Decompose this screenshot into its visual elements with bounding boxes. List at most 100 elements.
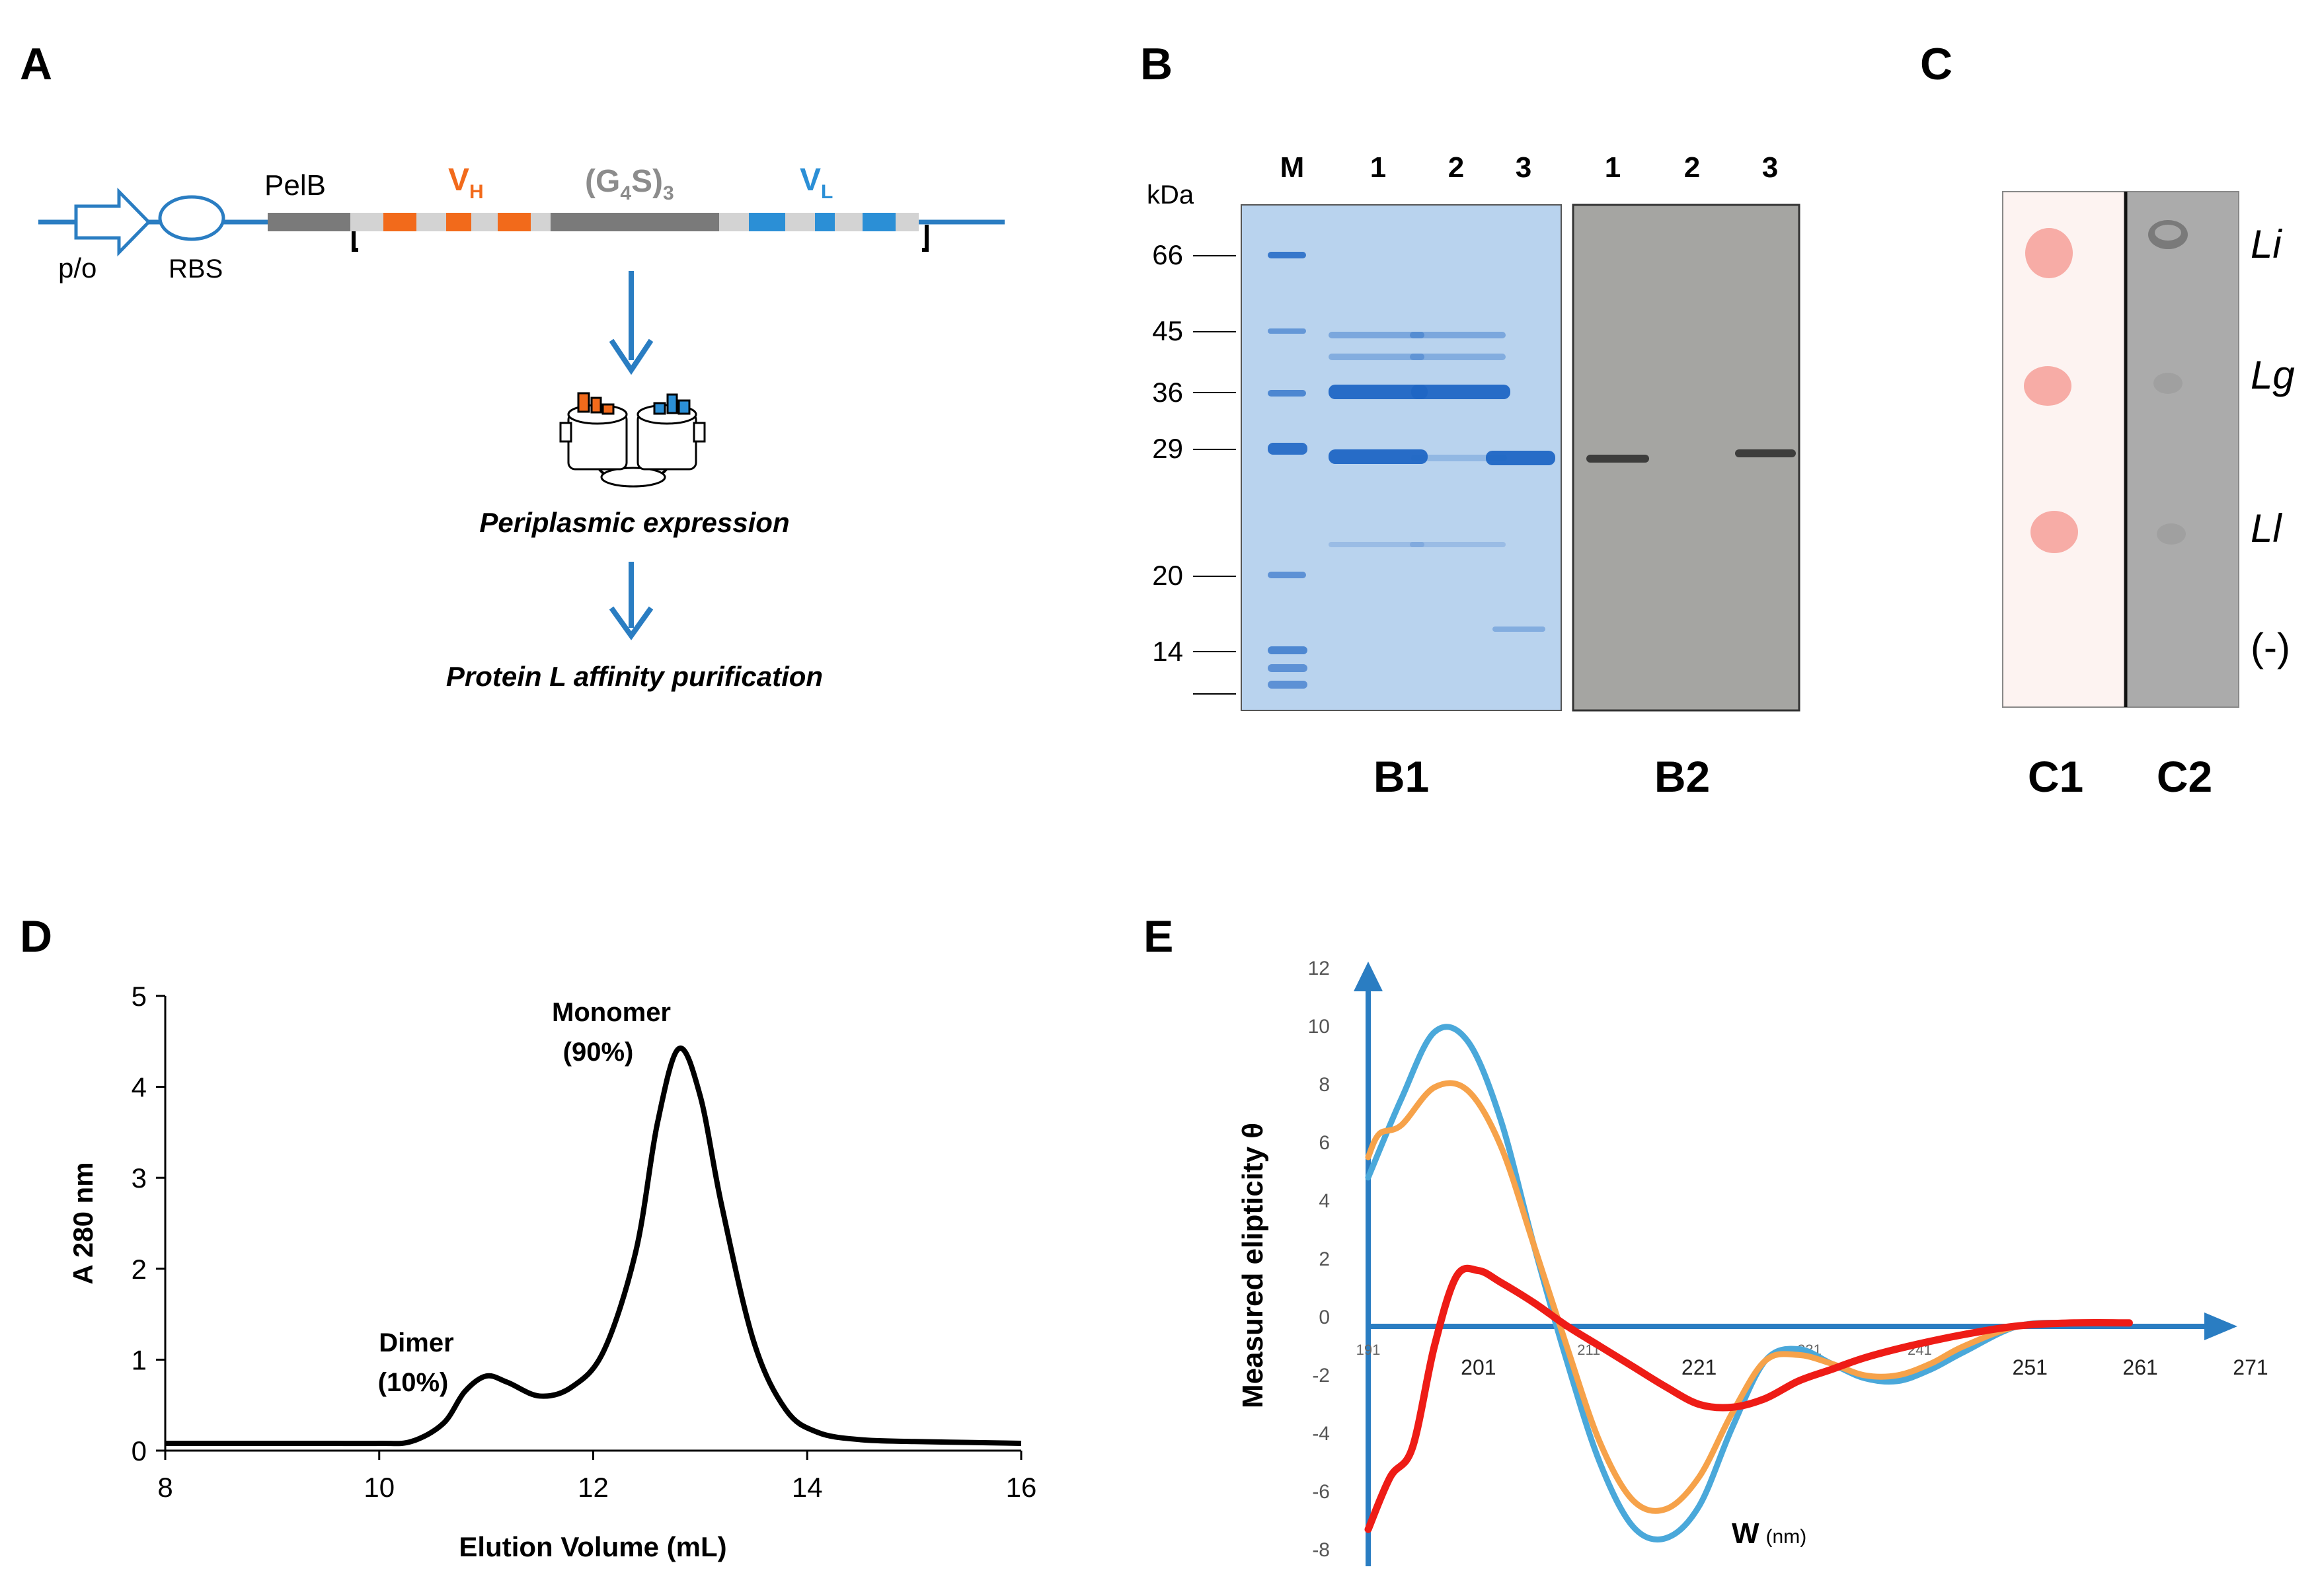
e-x-tick-label: 251 <box>2013 1355 2048 1379</box>
e-x-tick-label: 191 <box>1356 1342 1381 1358</box>
e-x-axis-label: W (nm) <box>1732 1517 1806 1550</box>
e-y-tick-label: 6 <box>1319 1132 1330 1154</box>
e-y-ticks: 12 10 8 6 4 2 0 -2 -4 -6 -8 <box>1308 958 1330 1561</box>
d-y-tick-label: 1 <box>132 1344 147 1375</box>
monomer-pct-label: (90%) <box>563 1038 634 1067</box>
e-series-blue-line <box>1365 1024 2132 1542</box>
e-y-tick-label: -6 <box>1312 1481 1330 1503</box>
c2-spots <box>2148 220 2188 545</box>
e-y-tick-label: 2 <box>1319 1248 1330 1270</box>
step-periplasmic-expression: Periplasmic expression <box>479 507 789 538</box>
panel-e-letter: E <box>1143 911 1173 962</box>
arrow-down-icon-1 <box>609 271 654 375</box>
rbs-ellipse-icon <box>158 195 225 241</box>
marker-29: 29 <box>1152 433 1183 464</box>
d-x-tick-label: 14 <box>792 1472 823 1503</box>
e-y-tick-label: 10 <box>1308 1016 1330 1038</box>
panel-b-letter: B <box>1140 39 1173 89</box>
rbs-label: RBS <box>169 254 223 284</box>
spacer-block-2 <box>416 213 446 231</box>
spot-label-ll: Ll <box>2251 506 2282 551</box>
stop-tick <box>922 225 929 252</box>
arrow-down-icon-2 <box>609 562 654 640</box>
kda-label: kDa <box>1147 180 1194 209</box>
sub-label-c1: C1 <box>2028 752 2083 801</box>
e-axes <box>1366 978 2211 1566</box>
panel-b: B kDa 66 45 36 29 20 14 M 1 2 3 1 2 3 <box>1140 39 1800 801</box>
spacer-block-1 <box>350 213 383 231</box>
d-x-tick-label: 8 <box>157 1472 173 1503</box>
lane-label-b1-3: 3 <box>1516 151 1531 184</box>
panel-d-letter: D <box>20 911 52 962</box>
e-y-arrowhead-icon <box>1354 962 1383 991</box>
dot-blot-membrane-c2 <box>2126 191 2239 708</box>
dimer-pct-label: (10%) <box>378 1368 449 1397</box>
e-series-orange-line <box>1365 1080 2132 1514</box>
e-y-tick-label: -2 <box>1312 1365 1330 1387</box>
spacer-block-8 <box>896 213 919 231</box>
vl-label: VL <box>800 163 833 203</box>
panel-c-letter: C <box>1920 39 1952 89</box>
panel-a-letter: A <box>20 39 52 89</box>
d-y-tick-label: 2 <box>132 1254 147 1285</box>
start-tick <box>352 231 358 252</box>
e-y-tick-label: 0 <box>1319 1307 1330 1328</box>
e-y-tick-label: 12 <box>1308 958 1330 979</box>
e-y-tick-label: -8 <box>1312 1539 1330 1561</box>
spacer-block-6 <box>785 213 815 231</box>
marker-14: 14 <box>1152 636 1183 667</box>
vh-block-2 <box>446 213 471 231</box>
vh-block-3 <box>498 213 531 231</box>
gel-bands <box>1268 252 1555 689</box>
dimer-label: Dimer <box>379 1328 453 1357</box>
d-y-tick-label: 4 <box>132 1072 147 1103</box>
d-y-ticks: 0 1 2 3 4 5 <box>132 981 165 1466</box>
pelb-block <box>268 213 350 231</box>
e-x-arrowhead-icon <box>2204 1312 2237 1340</box>
d-x-ticks: 8 10 12 14 16 <box>157 1451 1036 1503</box>
spacer-block-4 <box>531 213 551 231</box>
protein-scfv-icon <box>559 392 706 488</box>
d-x-axis-label: Elution Volume (mL) <box>459 1531 726 1562</box>
marker-45: 45 <box>1152 315 1183 346</box>
promoter-label: p/o <box>58 252 97 284</box>
marker-ticks <box>1193 255 1236 695</box>
e-y-tick-label: 8 <box>1319 1074 1330 1096</box>
sub-label-b2: B2 <box>1654 752 1710 801</box>
d-x-tick-label: 12 <box>578 1472 609 1503</box>
promoter-arrow-icon <box>74 187 151 257</box>
monomer-label: Monomer <box>552 998 671 1027</box>
d-y-axis-label: A 280 nm <box>67 1162 98 1284</box>
e-y-axis-label: Measured elipticity θ <box>1237 1123 1269 1408</box>
e-x-tick-label: 261 <box>2122 1355 2157 1379</box>
d-series-line <box>165 1045 1022 1447</box>
d-y-tick-label: 5 <box>132 981 147 1012</box>
c1-spots <box>2024 228 2078 553</box>
lane-label-b2-3: 3 <box>1762 151 1778 184</box>
e-x-tick-label: 201 <box>1461 1355 1496 1379</box>
lane-label-m: M <box>1280 151 1305 184</box>
vl-block-1 <box>749 213 785 231</box>
marker-36: 36 <box>1152 377 1183 408</box>
spot-label-lg: Lg <box>2251 353 2295 397</box>
pelb-label: PelB <box>264 169 326 202</box>
vl-block-2 <box>815 213 835 231</box>
spot-label-negative: (-) <box>2251 625 2290 669</box>
spacer-block-7 <box>835 213 863 231</box>
d-x-tick-label: 10 <box>364 1472 395 1503</box>
d-y-tick-label: 0 <box>132 1435 147 1466</box>
panel-a: A p/o RBS PelB VH (G4S)3 VL <box>20 39 1005 692</box>
spot-label-li: Li <box>2251 222 2282 266</box>
marker-66: 66 <box>1152 239 1183 270</box>
sub-label-b1: B1 <box>1373 752 1429 801</box>
vh-label: VH <box>448 163 484 203</box>
linker-block <box>551 213 719 231</box>
dot-blot-membrane-c1 <box>2002 191 2126 708</box>
e-x-tick-label: 221 <box>1681 1355 1717 1379</box>
spacer-block-5 <box>719 213 749 231</box>
d-x-tick-label: 16 <box>1006 1472 1037 1503</box>
e-series-lines <box>1364 1024 2133 1542</box>
linker-label: (G4S)3 <box>585 164 674 204</box>
lane-label-b1-1: 1 <box>1370 151 1386 184</box>
